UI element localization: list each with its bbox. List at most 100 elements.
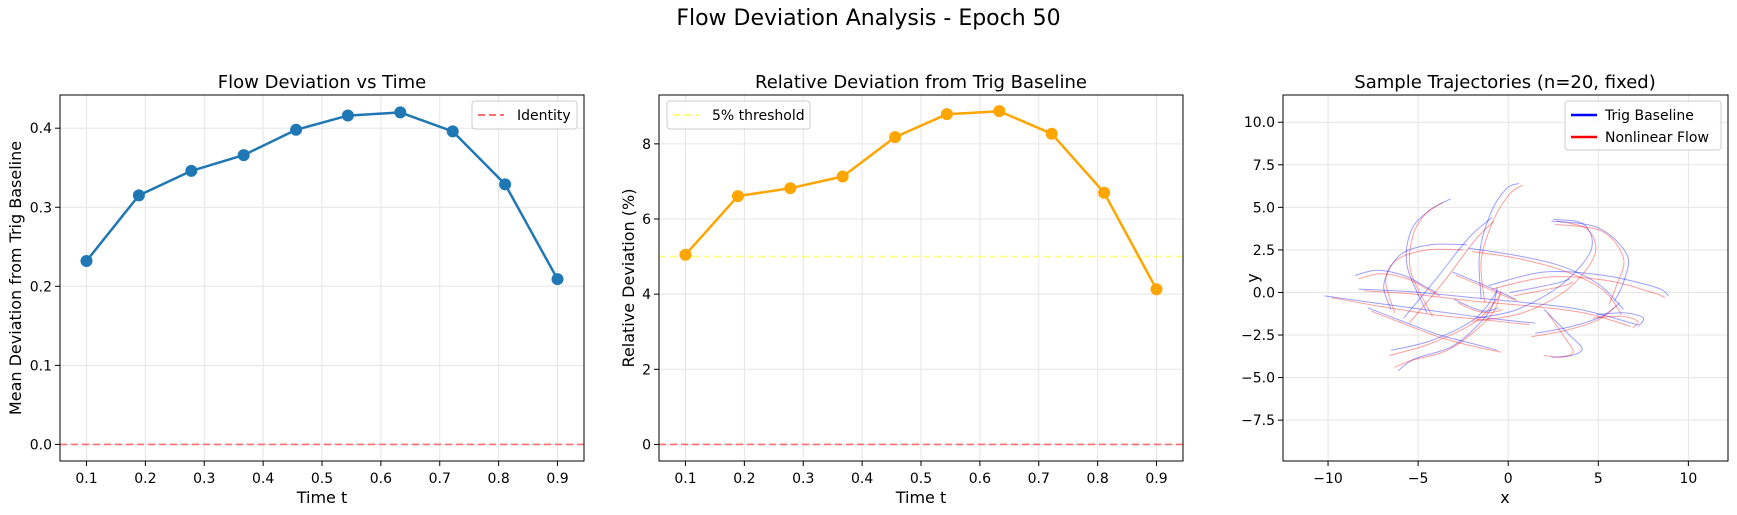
trajectory-flow [1472,220,1597,322]
data-point [290,123,303,136]
x-tick-label: 0.6 [370,471,392,487]
plot-series [659,105,1183,446]
axes-frame [1282,94,1729,462]
legend: 5% threshold [666,100,811,130]
x-tick-labels: 0.1 0.2 0.3 0.4 0.5 0.6 0.7 0.8 0.9 [75,461,569,487]
x-tick-label: 0.3 [193,471,215,487]
x-axis-label: Time t [296,488,348,507]
series-line [85,111,559,280]
y-tick-label: 0.2 [30,279,52,295]
grid-lines [659,95,1183,461]
x-tick-label: 0.4 [252,471,274,487]
trajectory-flow [1513,281,1574,297]
trajectory-flow [1480,184,1523,303]
legend: Trig Baseline Nonlinear Flow [1564,100,1722,151]
x-tick-label: 0.2 [733,471,755,487]
trajectory-trig [1488,270,1669,297]
data-point [940,108,953,121]
data-point [1045,127,1058,140]
y-axis-label: Relative Deviation (%) [619,189,638,368]
legend-label-identity: Identity [517,108,571,124]
y-tick-labels: −7.5 −5.0 −2.5 0.0 2.5 5.0 7.5 10.0 [1241,115,1283,429]
x-tick-label: −10 [1313,471,1343,487]
data-point [731,190,744,203]
legend-box [666,100,811,130]
y-tick-labels: 0 2 4 6 8 [642,137,659,453]
x-tick-label: 0.9 [1145,471,1167,487]
trajectory-flow [1531,305,1617,338]
trajectory-trig [1390,290,1498,351]
trajectory-flow [1385,248,1464,314]
data-point [446,125,459,138]
plot-series [60,106,584,446]
data-point [341,109,354,122]
x-tick-label: 0.3 [792,471,814,487]
trajectory-trig [1551,220,1630,302]
panel-sample-trajectories: −10 −5 0 5 10 −7.5 −5.0 −2.5 0.0 2.5 5.0 7.5 10.0 S… [1241,72,1729,507]
x-tick-label: 5 [1594,471,1603,487]
trajectory-trig [1452,271,1516,300]
data-point [499,178,512,191]
trajectory-trig [1535,302,1621,334]
panel-title: Sample Trajectories (n=20, fixed) [1354,72,1655,93]
trajectory-flow [1331,297,1530,326]
y-tick-label: 0.0 [1253,285,1275,301]
y-tick-label: −2.5 [1241,328,1275,344]
trajectory-flow [1544,312,1574,358]
trajectory-trig [1405,198,1451,314]
trajectory-trig [1354,269,1437,293]
data-point [889,131,902,144]
grid-lines [1283,95,1728,461]
trajectory-trig [1543,309,1583,358]
data-point [1150,283,1163,296]
x-tick-label: 0.2 [134,471,156,487]
trajectory-flow [1364,290,1631,327]
trajectory-trig [1596,312,1645,327]
data-point [993,105,1006,118]
trajectory-flow [1389,293,1502,356]
x-tick-label: 0.1 [674,471,696,487]
y-tick-label: −5.0 [1241,371,1275,387]
trajectory-trig [1383,243,1467,310]
x-tick-label: 0.7 [429,471,451,487]
x-axis-label: x [1500,488,1509,507]
panel-relative-deviation: 0.1 0.2 0.3 0.4 0.5 0.6 0.7 0.8 0.9 0 2 4 6 8 Relati… [619,72,1184,507]
trajectory-flow [1491,276,1666,299]
trajectory-trig [1509,278,1570,293]
x-tick-label: 0.7 [1028,471,1050,487]
data-point [551,273,564,286]
y-tick-label: 2.5 [1253,243,1275,259]
series-line [684,109,1158,290]
trajectory-trig [1468,247,1624,310]
y-axis-label: Mean Deviation from Trig Baseline [6,141,25,415]
trajectory-flow [1592,315,1639,329]
legend-box [471,100,578,130]
y-tick-label: 0.0 [30,437,52,453]
x-tick-label: 0.4 [851,471,873,487]
trajectory-trig [1478,183,1520,300]
x-tick-label: 0.8 [487,471,509,487]
legend: Identity [471,100,578,130]
trajectory-flow [1408,220,1495,324]
trajectory-flow [1455,274,1518,302]
x-tick-label: 0.5 [910,471,932,487]
x-tick-labels: 0.1 0.2 0.3 0.4 0.5 0.6 0.7 0.8 0.9 [674,461,1168,487]
y-tick-label: 2 [642,362,651,378]
y-tick-label: −7.5 [1241,413,1275,429]
legend-label-flow: Nonlinear Flow [1605,130,1709,146]
x-tick-label: 0.9 [546,471,568,487]
trajectory-trig [1453,298,1500,312]
y-tick-label: 0.1 [30,358,52,374]
x-tick-labels: −10 −5 0 5 10 [1313,461,1697,487]
legend-label-threshold: 5% threshold [712,108,805,124]
x-tick-label: 0.6 [969,471,991,487]
data-point [132,189,145,202]
y-axis-label: y [1243,273,1262,282]
grid-lines [60,95,584,461]
trajectory-flow [1371,310,1502,353]
y-tick-labels: 0.0 0.1 0.2 0.3 0.4 [30,121,60,453]
trajectory-trig [1403,217,1493,319]
trajectory-trig [1324,295,1536,324]
trajectory-flow [1394,290,1502,368]
